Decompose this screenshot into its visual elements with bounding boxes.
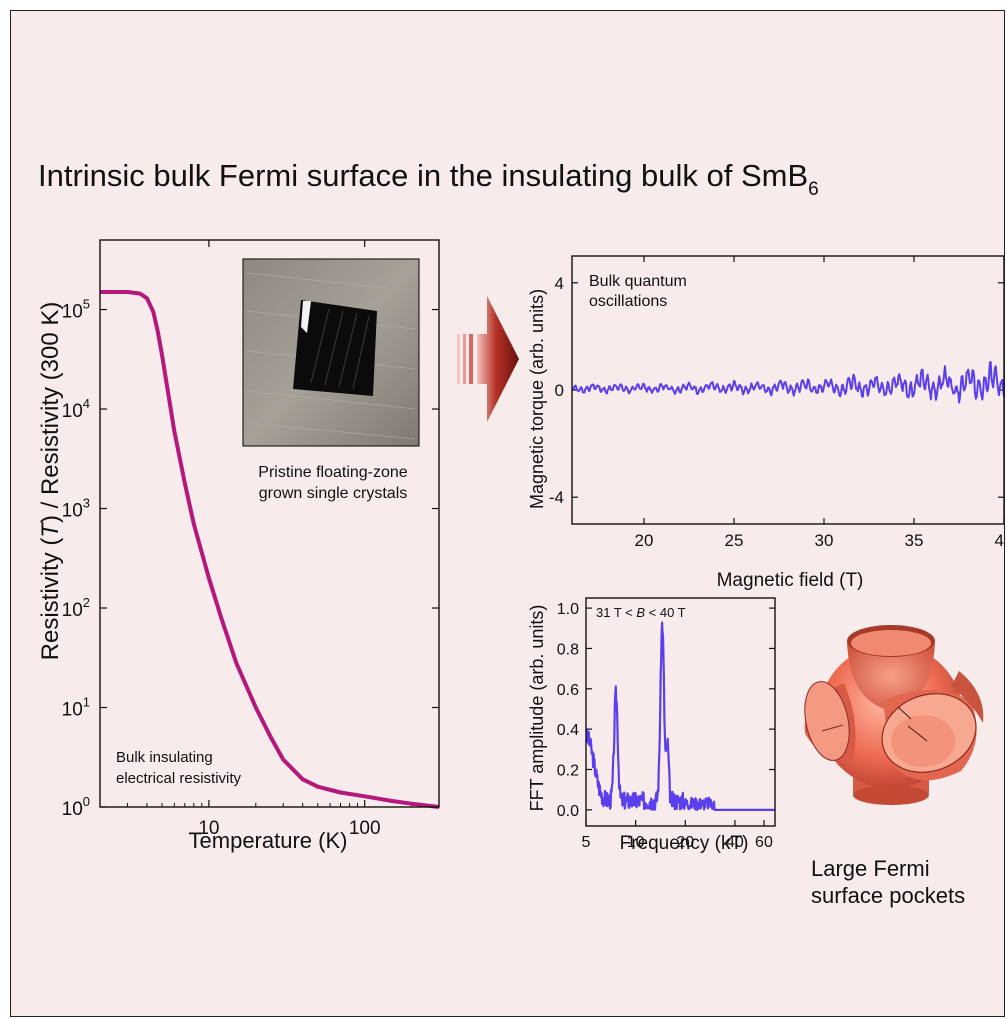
resistivity-ticks [99, 240, 440, 808]
resistivity-x-tick-labels: 10 100 [198, 818, 380, 839]
figure-canvas: Intrinsic bulk Fermi surface in the insu… [37, 158, 1005, 908]
fft-y-axis-label: FFT amplitude (arb. units) [527, 605, 547, 812]
torque-chart: Magnetic torque (arb. units) -4 0 4 20 25 30 3… [527, 255, 1005, 591]
fermi-caption-line-1: Large Fermi [811, 856, 930, 881]
fft-y-tick-label: 0.6 [557, 682, 579, 699]
fft-y-tick-label: 1.0 [557, 601, 579, 618]
fft-y-tick-label: 0.0 [557, 803, 579, 820]
torque-annotation-line-2: oscillations [589, 293, 667, 310]
torque-x-tick-label: 35 [905, 531, 924, 550]
fft-x-axis-label: Frequency (kT) [620, 833, 749, 854]
fft-tick-labels: 0.0 0.2 0.4 0.6 0.8 1.0 5 10 20 40 60 [557, 601, 773, 851]
resistivity-y-tick-label: 103 [62, 496, 90, 522]
torque-y-axis-label: Magnetic torque (arb. units) [527, 289, 547, 509]
resistivity-curve [100, 290, 440, 809]
fft-x-tick-label: 10 [627, 834, 645, 851]
resistivity-y-tick-label: 104 [62, 396, 90, 422]
resistivity-y-tick-label: 100 [62, 794, 90, 820]
fft-x-tick-label: 40 [726, 834, 744, 851]
resistivity-y-tick-label: 101 [62, 695, 90, 721]
resistivity-x-tick-label: 100 [349, 818, 381, 839]
figure-title: Intrinsic bulk Fermi surface in the insu… [38, 158, 819, 200]
fft-y-tick-label: 0.2 [557, 763, 579, 780]
flow-arrow [457, 296, 519, 422]
torque-y-tick-label: -4 [549, 488, 564, 507]
resistivity-x-axis-label: Temperature (K) [189, 828, 348, 853]
fft-y-tick-label: 0.4 [557, 722, 579, 739]
fft-spectrum-curve [584, 621, 776, 811]
torque-y-tick-label: 4 [555, 274, 564, 293]
torque-oscillation-curve [571, 361, 1004, 404]
torque-y-tick-label: 0 [555, 381, 564, 400]
inset-caption-line-1: Pristine floating-zone [258, 464, 408, 481]
fft-x-tick-label: 20 [676, 834, 694, 851]
fft-x-tick-label: 60 [755, 834, 773, 851]
torque-x-tick-label: 40 [995, 531, 1005, 550]
torque-x-axis-label: Magnetic field (T) [717, 570, 864, 591]
fft-chart: FFT amplitude (arb. units) 0.00.20.40.60… [527, 597, 776, 854]
torque-tick-labels: -4 0 4 20 25 30 35 40 [549, 274, 1005, 550]
fft-y-tick-label: 0.8 [557, 641, 579, 658]
fermi-surface-illustration [804, 625, 984, 805]
fft-plot-frame [585, 597, 776, 827]
resistivity-chart: Resistivity (T) / Resistivity (300 K) 10… [37, 239, 440, 853]
resistivity-x-tick-label: 10 [198, 818, 219, 839]
crystal-photo-inset [242, 258, 420, 447]
torque-plot-frame [571, 255, 1004, 525]
resistivity-plot-frame [99, 239, 440, 808]
resistivity-y-axis-label: Resistivity (T) / Resistivity (300 K) [37, 302, 64, 661]
resistivity-annotation-line-1: Bulk insulating [116, 749, 213, 766]
fft-x-tick-label: 5 [582, 834, 591, 851]
torque-x-tick-label: 25 [725, 531, 744, 550]
fft-annotation: 31 T < B < 40 T [596, 605, 686, 620]
resistivity-y-tick-labels: 100 101 102 103 104 105 [62, 297, 90, 820]
torque-x-tick-label: 20 [635, 531, 654, 550]
torque-annotation-line-1: Bulk quantum [589, 273, 687, 290]
fermi-caption-line-2: surface pockets [811, 883, 965, 908]
figure-panel: Intrinsic bulk Fermi surface in the insu… [10, 10, 1005, 1017]
resistivity-annotation-line-2: electrical resistivity [116, 770, 242, 787]
resistivity-y-tick-label: 102 [62, 595, 90, 621]
inset-caption-line-2: grown single crystals [259, 485, 408, 502]
torque-x-tick-label: 30 [815, 531, 834, 550]
resistivity-y-tick-label: 105 [62, 297, 90, 323]
